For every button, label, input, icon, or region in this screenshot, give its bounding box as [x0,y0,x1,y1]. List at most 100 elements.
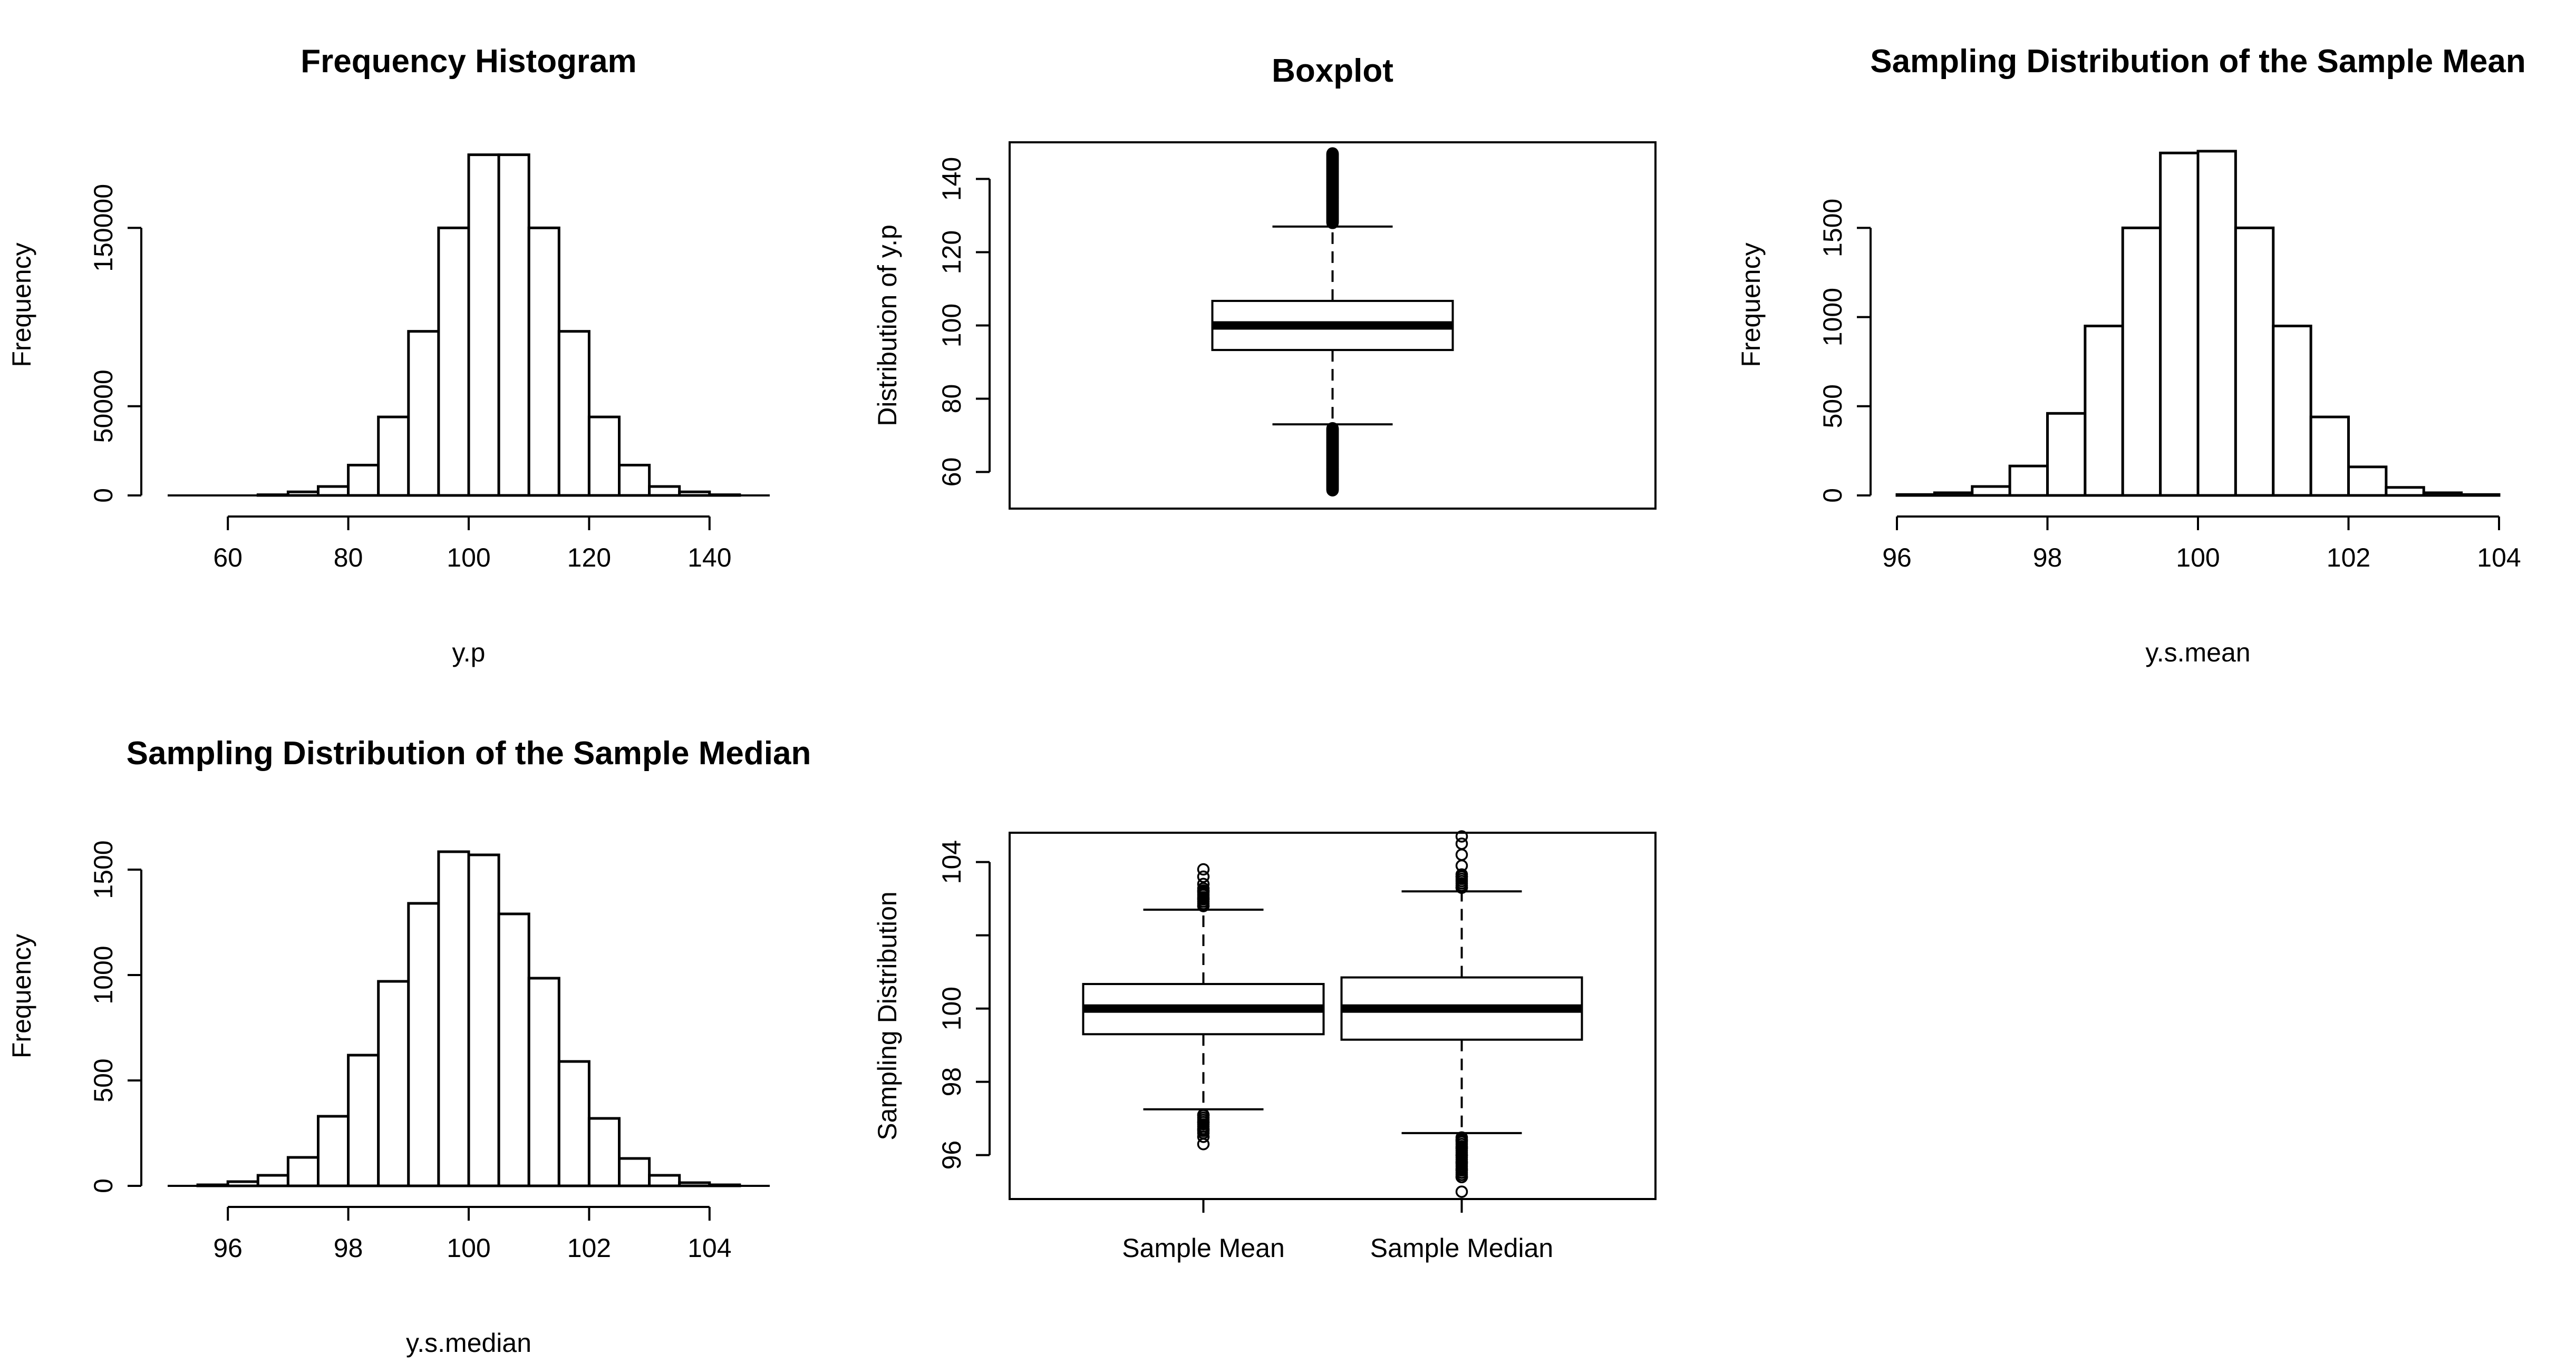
histogram-bar [648,1174,681,1187]
histogram-bar [497,153,530,497]
y-tick-label: 1000 [89,946,118,1004]
histogram-bar [2159,151,2200,497]
y-axis-label: Frequency [7,242,36,367]
y-tick-label: 150000 [89,184,118,272]
histogram-bar [497,912,530,1187]
histogram-bar [2309,415,2350,497]
y-tick-label: 96 [937,1141,966,1170]
x-tick-label: 104 [2477,543,2521,572]
panel-p1: Frequency Histogram 60 80 100 120 140 y.p 0 5000… [7,43,770,667]
histogram-bar [377,980,410,1187]
histogram-bar [618,1157,651,1187]
y-tick-label: 1500 [89,840,118,899]
histogram-bar [437,850,470,1187]
histogram-bar [2084,325,2124,497]
x-axis-label: y.s.mean [2145,638,2250,667]
panel-p2: Boxplot 60 80 100 120 140 Distribution of y.p [873,53,1657,510]
x-tick-label: 100 [447,543,490,572]
y-tick-label: 1000 [1818,288,1847,346]
panel-p5: 96 98 100 104 Sampling Distribution Sample Me… [873,830,1657,1263]
outlier-point [1197,863,1210,876]
histogram-bar [2347,465,2388,497]
histogram-bar [618,463,651,497]
histogram-bar [2234,226,2275,497]
y-tick-label: 50000 [89,369,118,443]
y-axis-label: Frequency [7,934,36,1058]
plot-frame [1009,141,1657,510]
x-tick-label: 98 [2033,543,2062,572]
histogram-bar [648,485,681,497]
x-tick-label: 102 [2327,543,2370,572]
y-tick-label: 0 [1818,488,1847,503]
histogram-bar [2272,325,2312,497]
histogram-bar [377,415,410,497]
histogram-bar [1971,485,2011,497]
y-tick-label: 500 [1818,384,1847,428]
histogram-bar [407,330,440,497]
histogram-bar [2196,150,2237,497]
panel-p4: Sampling Distribution of the Sample Medi… [7,735,811,1358]
plot-frame [1009,832,1657,1200]
y-tick-label: 60 [937,457,966,487]
outlier-point [1326,147,1339,160]
y-tick-label: 140 [937,157,966,201]
histogram-bar [557,1060,590,1187]
y-tick-label: 104 [937,840,966,884]
y-tick-label: 100 [937,304,966,347]
x-category-label: Sample Mean [1122,1233,1285,1263]
box-0: Sample Mean [1082,863,1325,1263]
y-axis-label: Sampling Distribution [873,891,902,1140]
histogram-bar [317,485,350,497]
y-tick-label: 500 [89,1058,118,1102]
box-0 [1211,147,1454,496]
x-tick-label: 104 [687,1233,731,1263]
y-axis-label: Distribution of y.p [873,225,902,426]
chart-title: Boxplot [1272,53,1393,89]
y-axis-label: Frequency [1736,242,1766,367]
y-tick-label: 80 [937,384,966,414]
histogram-bar [2046,412,2087,497]
x-tick-label: 60 [213,543,243,572]
histogram-bar [407,902,440,1187]
x-axis-label: y.p [452,638,486,667]
outlier-point [1197,870,1210,883]
histogram-bar [347,1054,380,1187]
outlier-point [1455,837,1468,850]
histogram-bar [587,1117,621,1187]
chart-title: Sampling Distribution of the Sample Medi… [127,735,811,772]
outlier-point [1197,1109,1210,1122]
histogram-bar [557,330,590,497]
panel-p3: Sampling Distribution of the Sample Mean… [1736,43,2526,667]
x-tick-label: 100 [447,1233,490,1263]
y-tick-label: 1500 [1818,199,1847,257]
histogram-bar [256,1174,289,1187]
y-tick-label: 0 [89,1178,118,1193]
outlier-point [1455,1185,1468,1198]
histogram-bar [2121,226,2162,497]
histogram-bar [467,853,500,1187]
chart-title: Frequency Histogram [301,43,636,80]
outlier-point [1455,830,1468,843]
y-tick-label: 98 [937,1067,966,1097]
histogram-bar [527,977,560,1187]
outlier-point [1455,868,1468,881]
x-tick-label: 100 [2176,543,2220,572]
x-axis-label: y.s.median [406,1328,531,1358]
y-tick-label: 0 [89,488,118,503]
outlier-point [1326,422,1339,435]
histogram-bar [2385,486,2425,497]
x-tick-label: 102 [567,1233,611,1263]
histogram-bar [347,463,380,497]
x-tick-label: 96 [213,1233,243,1263]
y-tick-label: 120 [937,230,966,274]
histogram-bar [286,1156,320,1187]
histogram-bar [467,153,500,497]
x-category-label: Sample Median [1370,1233,1553,1263]
chart-title: Sampling Distribution of the Sample Mean [1870,43,2526,80]
y-tick-label: 100 [937,987,966,1030]
x-tick-label: 96 [1882,543,1912,572]
histogram-bar [317,1115,350,1187]
x-tick-label: 140 [687,543,731,572]
histogram-bar [437,226,470,497]
